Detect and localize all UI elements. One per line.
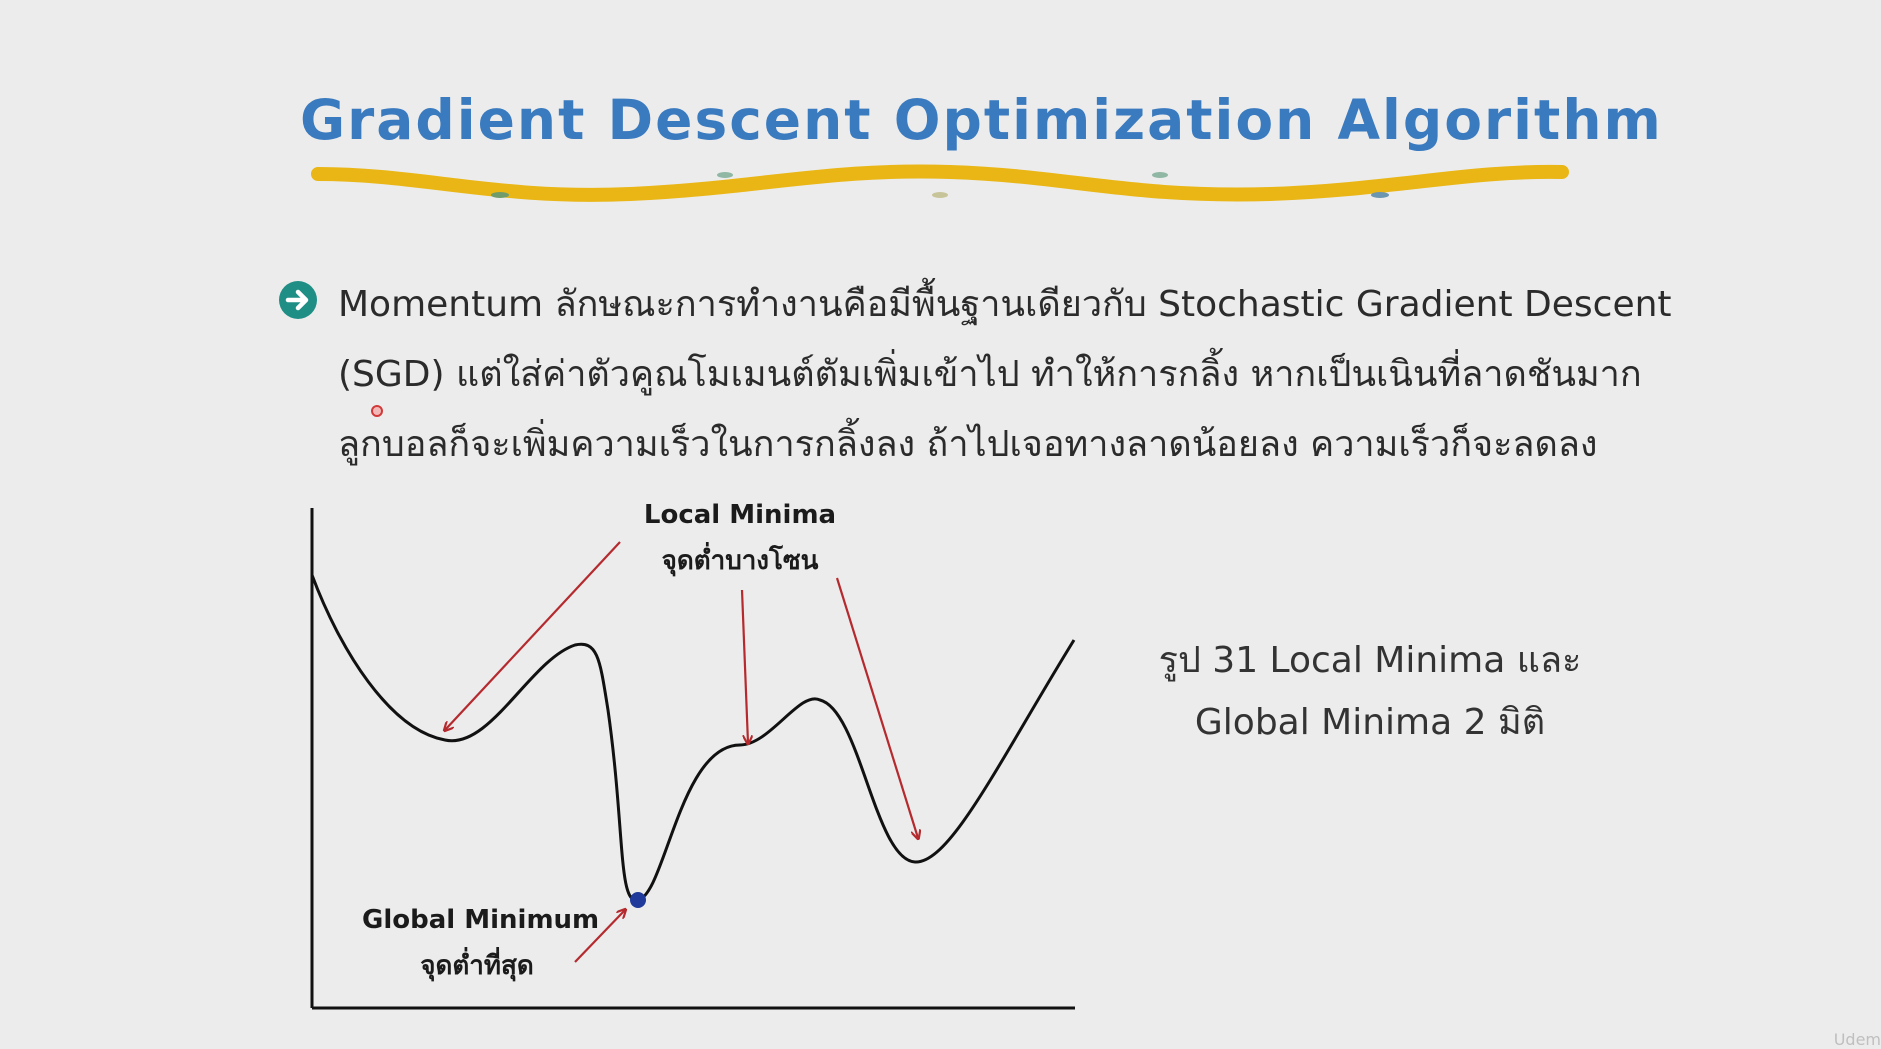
arrow-middle-minimum bbox=[740, 589, 748, 743]
global-minimum-label: Global Minimum จุดต่ำที่สุด bbox=[362, 905, 600, 986]
title-underline-wave bbox=[311, 164, 1569, 202]
local-global-minima-diagram bbox=[310, 508, 1076, 1010]
arrow-left-minimum bbox=[445, 541, 621, 730]
local-minima-label-th: จุดต่ำบางโซน bbox=[661, 546, 819, 576]
slide-title: Gradient Descent Optimization Algorithm bbox=[300, 88, 1663, 152]
figure-caption-line-2: Global Minima 2 มิติ bbox=[1194, 702, 1546, 743]
global-minimum-label-th: จุดต่ำที่สุด bbox=[420, 951, 534, 981]
bullet-line-2: (SGD) แต่ใส่ค่าตัวคูณโมเมนต์ตัมเพิ่มเข้า… bbox=[338, 354, 1642, 395]
arrow-right-circle-icon bbox=[279, 281, 317, 319]
bullet-line-1: Momentum ลักษณะการทำงานคือมีพื้นฐานเดียว… bbox=[338, 284, 1672, 325]
arrow-right-minimum bbox=[835, 577, 918, 838]
loss-curve bbox=[310, 574, 1076, 902]
global-minimum-ball bbox=[630, 892, 646, 908]
mouse-cursor-indicator bbox=[371, 405, 383, 417]
global-minimum-label-en: Global Minimum bbox=[362, 905, 600, 935]
figure-caption-line-1: รูป 31 Local Minima และ bbox=[1158, 640, 1582, 681]
local-minima-label-en: Local Minima bbox=[643, 500, 837, 530]
local-minima-label: Local Minima จุดต่ำบางโซน bbox=[640, 500, 840, 581]
arrow-global-minimum bbox=[574, 910, 625, 963]
figure-caption: รูป 31 Local Minima และ Global Minima 2 … bbox=[1130, 630, 1610, 754]
bullet-paragraph: Momentum ลักษณะการทำงานคือมีพื้นฐานเดียว… bbox=[338, 270, 1678, 480]
watermark: Udem bbox=[1833, 1030, 1881, 1049]
bullet-line-3: ลูกบอลก็จะเพิ่มความเร็วในการกลิ้งลง ถ้าไ… bbox=[338, 424, 1598, 465]
